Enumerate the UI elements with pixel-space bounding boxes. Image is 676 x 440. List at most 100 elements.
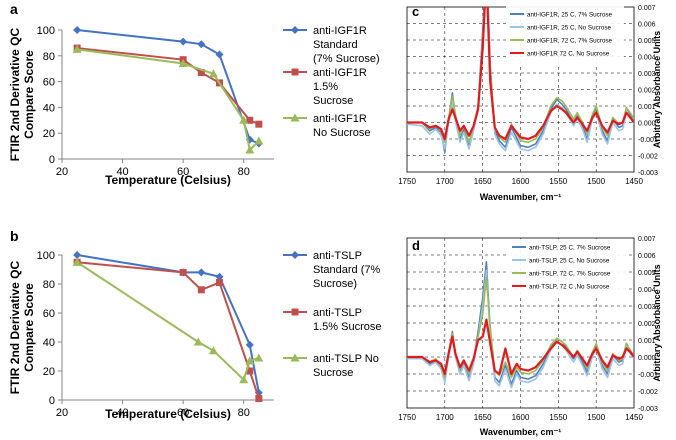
data-point [197, 69, 205, 77]
y-tick-label: 20 [43, 128, 55, 140]
legend-label: anti-TSLP, 72 C ,No Sucrose [529, 284, 610, 291]
y-tick-label: -0.001 [638, 372, 658, 379]
legend-item: anti-TSLP No Sucrose [283, 353, 379, 379]
data-point [255, 395, 263, 403]
x-tick-label: 80 [238, 407, 250, 419]
y-tick-label: -0.002 [638, 389, 658, 396]
y-tick-label: 0.006 [638, 253, 656, 260]
y-tick-label: -0.003 [638, 406, 658, 413]
data-point [193, 337, 203, 346]
legend-background [506, 6, 624, 64]
data-point [239, 115, 249, 124]
data-point [178, 59, 188, 68]
x-tick-label: 1550 [549, 413, 567, 422]
y-tick-label: 0.005 [638, 38, 656, 45]
legend: anti-IGF1R, 25 C, 7% Sucrose anti-IGF1R, … [506, 6, 624, 64]
legend-label: 1.5% Sucrose [313, 321, 381, 333]
y-axis-title: Arbitrary Absorbance Units [652, 31, 662, 148]
data-point [179, 268, 187, 276]
panel-letter: c [412, 4, 419, 19]
y-tick-label: 0.001 [638, 104, 656, 111]
legend-label: anti-IGF1R, 25 C, 7% Sucrose [527, 12, 613, 19]
x-tick-label: 1700 [436, 413, 454, 422]
data-point [245, 340, 254, 349]
y-tick-label: 80 [43, 51, 55, 63]
legend-label: anti-TSLP, 72 C, 7% Sucrose [529, 271, 611, 278]
legend-background [508, 239, 626, 297]
y-tick-label: 0 [49, 154, 55, 166]
y-axis-title: Arbitrary Absorbance Units [652, 264, 662, 381]
x-tick-label: 60 [177, 166, 189, 178]
data-point [215, 50, 224, 59]
data-point [215, 272, 224, 281]
y-tick-label: 0.002 [638, 321, 656, 328]
spectrum-line [407, 7, 634, 141]
y-tick-label: 0.006 [638, 22, 656, 29]
y-tick-label: 0.004 [638, 55, 656, 62]
legend-item: anti-IGF1R Standard (7% Sucrose) [283, 25, 380, 65]
series-line [76, 254, 260, 393]
x-tick-label: 1450 [625, 413, 643, 422]
data-point [73, 26, 82, 34]
legend-swatch-marker [290, 353, 300, 362]
y-tick-label: 60 [43, 308, 55, 320]
y-tick-label: 0.003 [638, 71, 656, 78]
series-group [73, 26, 263, 148]
series-group [73, 258, 263, 403]
data-point [73, 251, 82, 259]
legend-label: (7% Sucrose) [313, 53, 380, 65]
x-tick-label: 40 [116, 407, 128, 419]
y-axis-title-line: FTIR 2nd Derivative QC [8, 260, 22, 394]
data-point [239, 375, 249, 384]
x-axis-title: Wavenumber, cm⁻¹ [480, 427, 561, 437]
series-line [77, 261, 260, 399]
x-tick-label: 1500 [587, 413, 605, 422]
legend-label: Standard (7% [313, 264, 380, 276]
x-tick-label: 20 [56, 407, 68, 419]
legend-item: anti-IGF1R No Sucrose [283, 113, 370, 139]
y-tick-label: 100 [37, 250, 55, 262]
data-point [254, 136, 264, 145]
legend-label: Sucrose) [313, 278, 357, 290]
data-point [208, 69, 218, 78]
y-axis-title: FTIR 2nd Derivative QCCompare Score [8, 260, 36, 394]
x-tick-label: 1600 [512, 413, 530, 422]
y-tick-label: 0.002 [638, 88, 656, 95]
data-point [246, 367, 254, 375]
x-tick-label: 20 [56, 166, 68, 178]
y-axis-title: FTIR 2nd Derivative QCCompare Score [8, 27, 36, 161]
legend-swatch-marker [291, 251, 299, 259]
x-axis-title: Temperature (Celsius) [105, 173, 231, 187]
y-tick-label: 0.001 [638, 338, 656, 345]
y-axis-title-line: Compare Score [22, 50, 36, 139]
data-point [246, 116, 254, 124]
data-point [245, 145, 255, 154]
legend-label: Sucrose [313, 367, 353, 379]
x-tick-label: 1650 [474, 413, 492, 422]
legend-label: anti-IGF1R 72 C, No Sucrose [527, 51, 610, 58]
x-tick-label: 1600 [512, 177, 530, 186]
legend-label: anti-IGF1R [313, 67, 367, 79]
y-axis-title-line: Compare Score [22, 283, 36, 372]
data-point [254, 353, 264, 362]
x-tick-label: 80 [238, 166, 250, 178]
x-tick-label: 1450 [625, 177, 643, 186]
x-tick-label: 1750 [398, 177, 416, 186]
y-tick-label: 0.004 [638, 287, 656, 294]
legend-swatch-marker [291, 308, 299, 316]
y-tick-label: 60 [43, 77, 55, 89]
series-group [72, 257, 264, 384]
legend-label: anti-TSLP [313, 250, 362, 262]
legend-label: Sucrose [313, 95, 353, 107]
legend-label: anti-IGF1R, 25 C, No Sucrose [527, 25, 611, 32]
y-tick-label: 0.003 [638, 304, 656, 311]
y-tick-label: 0.005 [638, 270, 656, 277]
y-tick-label: 0.000 [638, 355, 656, 362]
x-tick-label: 1500 [587, 177, 605, 186]
legend-item: anti-TSLP Standard (7% Sucrose) [283, 250, 380, 290]
x-axis-title: Temperature (Celsius) [105, 407, 231, 421]
legend-swatch-marker [290, 113, 300, 122]
